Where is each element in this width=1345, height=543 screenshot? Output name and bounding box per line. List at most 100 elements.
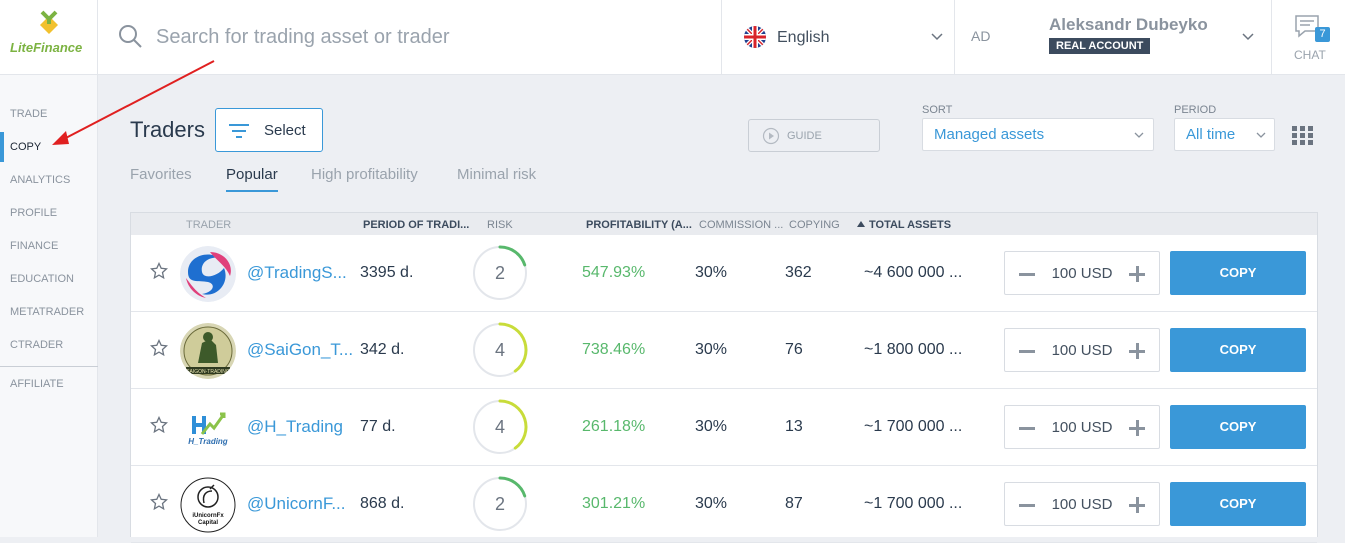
amount-value[interactable]: 100 USD	[1051, 419, 1113, 436]
column-copying[interactable]: COPYING	[789, 219, 840, 231]
sidebar-item-metatrader[interactable]: METATRADER	[10, 306, 85, 318]
plus-icon[interactable]	[1127, 418, 1147, 438]
tab-favorites[interactable]: Favorites	[130, 166, 192, 183]
sidebar-item-ctrader[interactable]: CTRADER	[10, 339, 64, 351]
trader-nickname[interactable]: @SaiGon_T...	[247, 340, 354, 359]
star-icon[interactable]	[150, 493, 168, 511]
avatar-text: Capital	[198, 520, 218, 526]
profitability-value: 738.46%	[582, 341, 646, 358]
plus-icon[interactable]	[1127, 264, 1147, 284]
commission-value: 30%	[695, 418, 728, 435]
user-menu[interactable]: AD Aleksandr Dubeyko REAL ACCOUNT	[955, 0, 1272, 75]
amount-stepper: 100 USD	[1004, 482, 1160, 526]
period-dropdown[interactable]: All time	[1174, 118, 1275, 151]
trading-period: 342 d.	[360, 341, 405, 358]
chevron-down-icon	[1242, 33, 1254, 41]
amount-stepper: 100 USD	[1004, 405, 1160, 449]
annotation-arrow-icon	[52, 60, 215, 145]
profitability-value: 301.21%	[582, 495, 646, 512]
table-row[interactable]: SAIGON-TRADING @SaiGon_T... 342 d. 4 738…	[131, 312, 1317, 389]
grid-view-icon[interactable]	[1292, 126, 1313, 145]
trader-nickname[interactable]: @UnicornF...	[247, 494, 346, 513]
amount-value[interactable]: 100 USD	[1051, 496, 1113, 513]
language-selector[interactable]: English	[722, 0, 955, 75]
chat-button[interactable]: 7 CHAT	[1272, 0, 1345, 75]
total-assets-value: ~4 600 000 ...	[864, 264, 963, 281]
plus-icon[interactable]	[1127, 495, 1147, 515]
table-row[interactable]: iUnicornFx Capital @UnicornF... 868 d. 2…	[131, 466, 1317, 543]
trading-period: 868 d.	[360, 495, 405, 512]
select-filter-button[interactable]: Select	[215, 108, 323, 152]
sort-label: SORT	[922, 104, 953, 116]
column-total-assets[interactable]: TOTAL ASSETS	[869, 219, 952, 231]
sidebar-item-analytics[interactable]: ANALYTICS	[10, 174, 71, 186]
column-trader[interactable]: TRADER	[186, 219, 232, 231]
copy-button[interactable]: COPY	[1170, 328, 1306, 372]
risk-value: 2	[495, 494, 505, 514]
total-assets-value: ~1 800 000 ...	[864, 341, 963, 358]
amount-value[interactable]: 100 USD	[1051, 342, 1113, 359]
language-label: English	[777, 29, 830, 46]
chat-count-badge: 7	[1315, 27, 1330, 42]
table-row[interactable]: @TradingS... 3395 d. 2 547.93% 30% 362 ~…	[131, 235, 1317, 312]
minus-icon[interactable]	[1017, 495, 1037, 515]
search-input[interactable]	[156, 22, 696, 52]
avatar-text: H_Trading	[188, 437, 228, 446]
trader-avatar[interactable]: H_Trading	[180, 400, 236, 456]
uk-flag-icon	[744, 26, 766, 48]
profitability-value: 261.18%	[582, 418, 646, 435]
risk-value: 4	[495, 340, 505, 360]
search-icon	[119, 25, 142, 48]
sidebar-item-copy[interactable]: COPY	[0, 132, 98, 162]
sidebar-item-finance[interactable]: FINANCE	[10, 240, 59, 252]
trader-avatar[interactable]	[180, 246, 236, 302]
star-icon[interactable]	[150, 416, 168, 434]
search-bar[interactable]	[98, 0, 722, 75]
minus-icon[interactable]	[1017, 264, 1037, 284]
sort-dropdown[interactable]: Managed assets	[922, 118, 1154, 151]
sort-value: Managed assets	[934, 126, 1045, 143]
tab-high-profitability[interactable]: High profitability	[311, 166, 418, 183]
sidebar-item-profile[interactable]: PROFILE	[10, 207, 58, 219]
star-icon[interactable]	[150, 339, 168, 357]
sidebar-item-education[interactable]: EDUCATION	[10, 273, 74, 285]
filter-icon	[229, 124, 249, 138]
minus-icon[interactable]	[1017, 418, 1037, 438]
account-type-badge: REAL ACCOUNT	[1049, 38, 1151, 54]
plus-icon[interactable]	[1127, 341, 1147, 361]
column-period[interactable]: PERIOD OF TRADI...	[363, 219, 470, 231]
amount-value[interactable]: 100 USD	[1051, 265, 1113, 282]
total-assets-value: ~1 700 000 ...	[864, 418, 963, 435]
table-row[interactable]: H_Trading @H_Trading 77 d. 4 261.18% 30%…	[131, 389, 1317, 466]
copy-button[interactable]: COPY	[1170, 251, 1306, 295]
traders-table: TRADER PERIOD OF TRADI... RISK PROFITABI…	[130, 212, 1318, 543]
chevron-down-icon	[1134, 132, 1144, 138]
trader-nickname[interactable]: @H_Trading	[247, 417, 343, 436]
minus-icon[interactable]	[1017, 341, 1037, 361]
logo-icon	[40, 10, 58, 34]
brand-logo[interactable]: LiteFinance	[0, 0, 98, 75]
trader-nickname[interactable]: @TradingS...	[247, 263, 347, 282]
profitability-value: 547.93%	[582, 264, 646, 281]
risk-gauge: 4	[473, 399, 528, 454]
column-profitability[interactable]: PROFITABILITY (A...	[586, 219, 692, 231]
commission-value: 30%	[695, 341, 728, 358]
copy-button[interactable]: COPY	[1170, 482, 1306, 526]
star-icon[interactable]	[150, 262, 168, 280]
select-filter-label: Select	[264, 122, 306, 139]
total-assets-value: ~1 700 000 ...	[864, 495, 963, 512]
tab-minimal-risk[interactable]: Minimal risk	[457, 166, 537, 183]
sidebar-item-affiliate[interactable]: AFFILIATE	[10, 378, 64, 390]
trading-period: 3395 d.	[360, 264, 414, 281]
trader-avatar[interactable]: SAIGON-TRADING	[180, 323, 236, 379]
chevron-down-icon	[1256, 132, 1266, 138]
column-commission[interactable]: COMMISSION ...	[699, 219, 784, 231]
tab-popular[interactable]: Popular	[226, 166, 278, 192]
sidebar-item-trade[interactable]: TRADE	[10, 108, 48, 120]
chat-icon	[1295, 15, 1319, 38]
copy-button[interactable]: COPY	[1170, 405, 1306, 449]
column-risk[interactable]: RISK	[487, 219, 513, 231]
trader-avatar[interactable]: iUnicornFx Capital	[180, 477, 236, 533]
guide-button[interactable]: GUIDE	[748, 119, 880, 152]
user-name: Aleksandr Dubeyko	[1049, 15, 1208, 34]
